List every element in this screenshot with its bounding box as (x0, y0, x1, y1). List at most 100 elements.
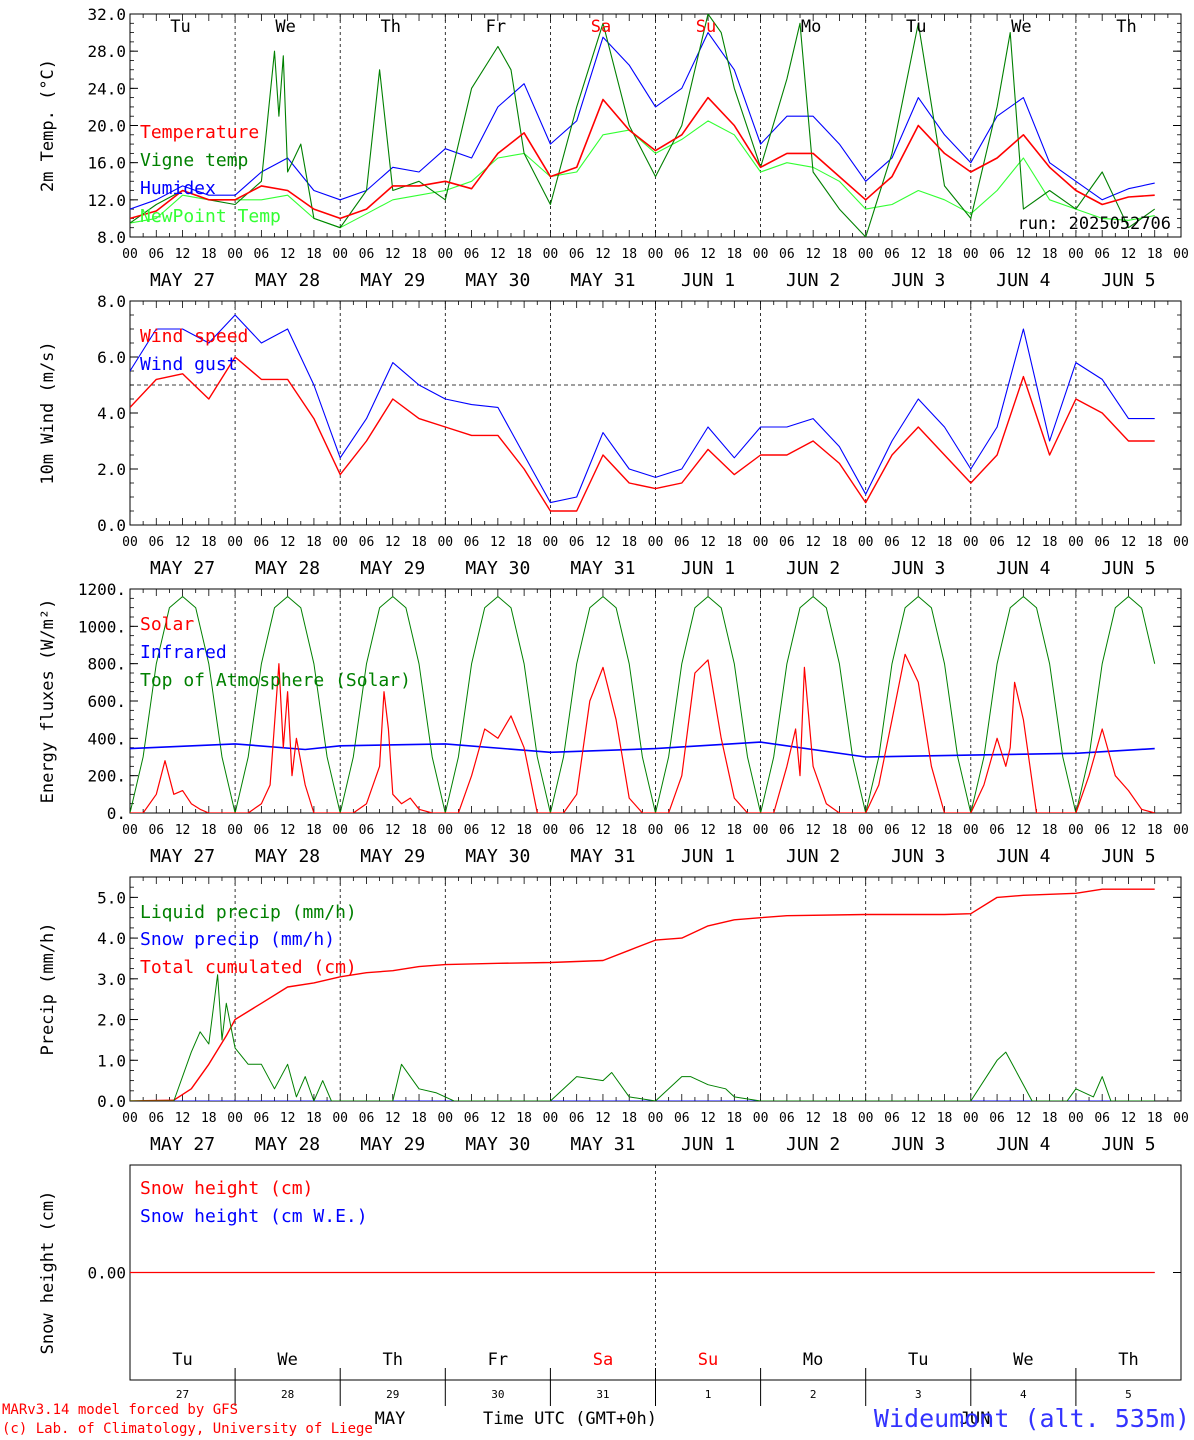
x-hour-label: 06 (569, 1111, 585, 1126)
x-hour-label: 06 (254, 1111, 270, 1126)
x-date-label: JUN 2 (786, 846, 840, 867)
legend-entry: Liquid precip (mm/h) (140, 902, 357, 923)
x-hour-label: 12 (1121, 823, 1137, 838)
x-hour-label: 18 (621, 823, 637, 838)
legend-entry: Total cumulated (cm) (140, 957, 357, 978)
x-hour-label: 00 (648, 1111, 664, 1126)
day-of-week-label: Su (698, 1350, 718, 1370)
day-of-week-label: Tu (906, 17, 926, 37)
x-daynum-label: 4 (1020, 1388, 1027, 1401)
x-hour-label: 00 (963, 1111, 979, 1126)
series-line-vigne-temp (130, 14, 1156, 237)
x-hour-label: 12 (280, 1111, 296, 1126)
x-hour-label: 12 (385, 535, 401, 550)
x-hour-label: 18 (1042, 1111, 1058, 1126)
x-hour-label: 12 (805, 535, 821, 550)
x-hour-label: 18 (832, 1111, 848, 1126)
x-hour-label: 18 (516, 1111, 532, 1126)
panel-temperature: 8.0 12.0 16.0 20.0 24.0 28.0 32.0 2m Temp. (°C)… (38, 5, 1189, 291)
series-line-top-of-atmosphere-solar- (130, 596, 1156, 813)
x-hour-label: 00 (332, 247, 348, 262)
x-hour-label: 12 (175, 823, 191, 838)
series-line-newpoint-temp (130, 120, 1155, 229)
x-hour-label: 18 (621, 1111, 637, 1126)
x-hour-label: 12 (595, 247, 611, 262)
x-hour-label: 12 (385, 247, 401, 262)
x-hour-label: 06 (989, 1111, 1005, 1126)
x-date-label: MAY 27 (150, 846, 215, 867)
chart-footer: MARv3.14 model forced by GFS (c) Lab. of… (2, 1402, 1190, 1437)
day-of-week-label: Th (1116, 17, 1136, 37)
x-date-label: MAY 28 (255, 558, 320, 579)
x-hour-label: 00 (437, 823, 453, 838)
x-date-label: JUN 1 (681, 558, 735, 579)
x-hour-label: 12 (910, 1111, 926, 1126)
x-hour-label: 18 (411, 823, 427, 838)
x-hour-label: 06 (674, 535, 690, 550)
x-date-label: MAY 27 (150, 558, 215, 579)
day-of-week-label: We (1011, 17, 1031, 37)
x-date-label: MAY 31 (570, 558, 635, 579)
x-hour-label: 06 (464, 1111, 480, 1126)
x-daynum-label: 1 (705, 1388, 712, 1401)
x-date-label: JUN 3 (891, 558, 945, 579)
x-daynum-label: 27 (176, 1388, 189, 1401)
x-daynum-label: 29 (386, 1388, 399, 1401)
x-hour-label: 00 (1068, 535, 1084, 550)
day-of-week-label: Su (696, 17, 716, 37)
x-hour-label: 06 (359, 1111, 375, 1126)
x-hour-label: 18 (726, 823, 742, 838)
x-hour-label: 00 (122, 823, 138, 838)
series-line-solar (130, 653, 1155, 813)
x-hour-label: 12 (1016, 247, 1032, 262)
x-hour-label: 06 (464, 535, 480, 550)
y-tick-label: 8.0 (97, 228, 126, 247)
x-date-label: MAY 29 (360, 558, 425, 579)
series-line-wind-speed (130, 356, 1155, 512)
x-date-label: MAY 27 (150, 1134, 215, 1155)
x-hour-label: 00 (858, 247, 874, 262)
x-hour-label: 18 (621, 535, 637, 550)
day-of-week-label: Fr (486, 17, 506, 37)
x-hour-label: 06 (674, 247, 690, 262)
x-date-label: JUN 4 (996, 270, 1050, 291)
x-hour-label: 12 (280, 535, 296, 550)
x-date-label: MAY 29 (360, 846, 425, 867)
x-hour-label: 06 (674, 823, 690, 838)
x-date-label: MAY 30 (465, 558, 530, 579)
x-hour-label: 00 (437, 535, 453, 550)
x-hour-label: 12 (490, 1111, 506, 1126)
y-tick-label: 32.0 (87, 5, 126, 24)
x-hour-label: 06 (254, 823, 270, 838)
y-tick-label: 20.0 (87, 117, 126, 136)
x-hour-label: 06 (464, 247, 480, 262)
x-hour-label: 12 (910, 535, 926, 550)
x-hour-label: 00 (122, 247, 138, 262)
x-date-label: MAY 31 (570, 1134, 635, 1155)
x-hour-label: 12 (385, 823, 401, 838)
x-date-label: MAY 31 (570, 270, 635, 291)
panel-snow: 0.00 Snow height (cm) Snow height (cm) Snow… (38, 1164, 1182, 1406)
x-date-label: JUN 2 (786, 1134, 840, 1155)
x-hour-label: 00 (332, 823, 348, 838)
x-hour-label: 06 (148, 247, 164, 262)
panel-energy: 0. 200. 400. 600. 800. 1000. 1200. Energy fluxe… (38, 580, 1189, 867)
x-hour-label: 18 (832, 823, 848, 838)
x-hour-label: 06 (359, 247, 375, 262)
x-hour-label: 18 (937, 535, 953, 550)
legend-entry: Snow height (cm W.E.) (140, 1206, 368, 1227)
y-tick-label: 3.0 (97, 970, 126, 989)
x-hour-label: 18 (1042, 535, 1058, 550)
y-tick-label: 28.0 (87, 42, 126, 61)
x-hour-label: 06 (674, 1111, 690, 1126)
x-date-label: JUN 5 (1101, 270, 1155, 291)
x-hour-label: 12 (1121, 535, 1137, 550)
x-hour-label: 00 (332, 1111, 348, 1126)
x-date-label: JUN 3 (891, 846, 945, 867)
x-hour-label: 00 (227, 823, 243, 838)
legend-entry: Wind speed (140, 326, 248, 347)
x-hour-label: 12 (280, 823, 296, 838)
x-hour-label: 06 (148, 535, 164, 550)
x-hour-label: 06 (989, 535, 1005, 550)
panel-precip: 0.0 1.0 2.0 3.0 4.0 5.0 Precip (mm/h) Liquid pr… (38, 876, 1189, 1155)
